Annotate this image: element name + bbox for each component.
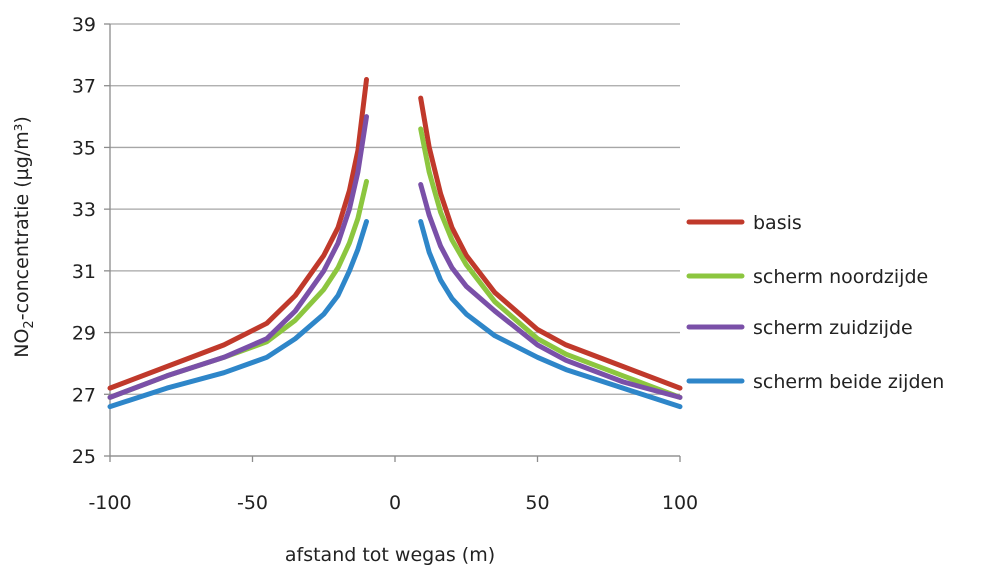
x-axis-title: afstand tot wegas (m)	[285, 544, 495, 566]
y-tick-label: 35	[72, 137, 96, 159]
y-tick-label: 31	[72, 261, 96, 283]
series-line-2-right	[418, 182, 683, 400]
legend-label: scherm noordzijde	[753, 266, 928, 288]
y-tick-label: 37	[72, 76, 96, 98]
legend-label: scherm beide zijden	[753, 371, 944, 393]
series-line-0-left	[107, 77, 369, 391]
legend: basis scherm noordzijde scherm zuidzijde sc…	[686, 212, 944, 393]
y-tick-label: 27	[72, 384, 96, 406]
y-axis-title-sub: 2	[22, 320, 37, 328]
y-axis-title-pre: NO	[11, 329, 33, 358]
y-tick-label: 39	[72, 14, 96, 36]
y-tick-label: 33	[72, 199, 96, 221]
gridlines	[110, 23, 680, 457]
y-tick-labels: 25 27 29 31 33 35 37 39	[72, 14, 96, 468]
axes	[104, 23, 681, 462]
series-line-0-right	[418, 95, 683, 391]
series-line-2-left	[107, 114, 369, 400]
series-lines	[107, 77, 683, 410]
x-tick-label: 0	[389, 492, 401, 514]
x-tick-label: -50	[237, 492, 268, 514]
series-line-3-right	[418, 219, 683, 410]
y-axis-title-post: -concentratie (µg/m³)	[11, 116, 33, 320]
series-line-3-left	[107, 219, 369, 410]
x-tick-labels: -100 -50 0 50 100	[88, 492, 698, 514]
legend-label: scherm zuidzijde	[753, 317, 913, 339]
y-tick-label: 25	[72, 446, 96, 468]
legend-label: basis	[753, 212, 802, 234]
x-tick-label: -100	[88, 492, 131, 514]
y-tick-label: 29	[72, 323, 96, 345]
x-tick-label: 100	[662, 492, 698, 514]
y-axis-title: NO2-concentratie (µg/m³)	[11, 116, 37, 357]
x-tick-label: 50	[525, 492, 549, 514]
series-line-1-right	[418, 126, 683, 400]
